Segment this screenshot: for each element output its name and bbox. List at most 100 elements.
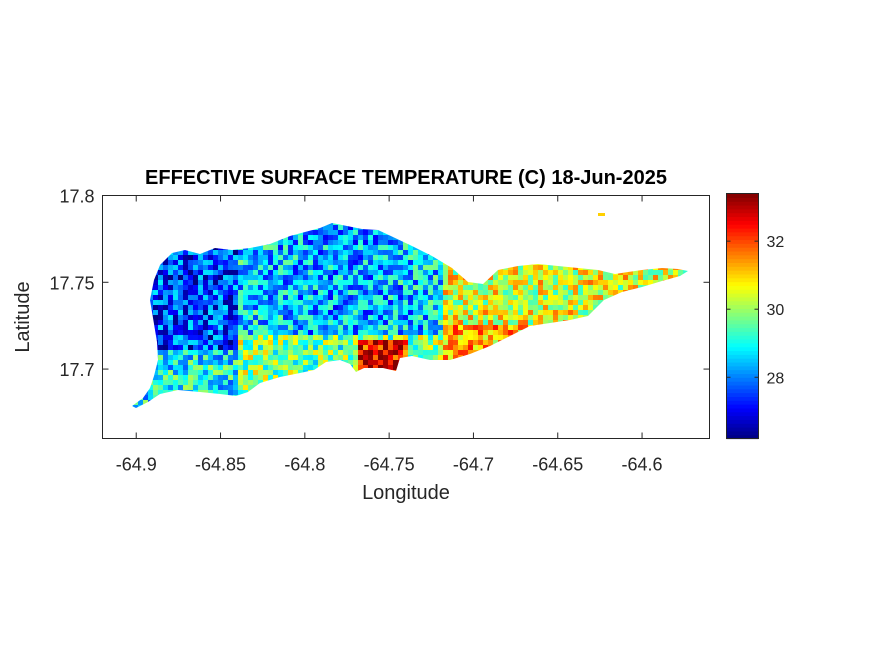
heatmap-cell — [573, 265, 578, 270]
heatmap-cell — [553, 315, 558, 320]
heatmap-cell — [688, 390, 693, 395]
heatmap-cell — [443, 280, 448, 285]
heatmap-cell — [553, 265, 558, 270]
heatmap-cell — [623, 223, 628, 225]
heatmap-cell — [498, 315, 503, 320]
heatmap-cell — [303, 355, 308, 360]
heatmap-cell — [328, 410, 333, 415]
heatmap-cell — [233, 295, 238, 300]
heatmap-cell — [428, 350, 433, 355]
heatmap-cell — [213, 255, 218, 260]
heatmap-cell — [148, 315, 153, 320]
colorbar-band — [726, 293, 759, 298]
heatmap-cell — [413, 335, 418, 340]
heatmap-cell — [278, 285, 283, 290]
heatmap-cell — [238, 275, 243, 280]
heatmap-cell — [348, 235, 353, 240]
heatmap-cell — [388, 360, 393, 365]
heatmap-cell — [408, 315, 413, 320]
heatmap-cell — [303, 375, 308, 380]
heatmap-cell — [248, 350, 253, 355]
heatmap-cell — [638, 230, 643, 235]
heatmap-cell — [363, 225, 368, 230]
heatmap-cell — [198, 295, 203, 300]
heatmap-cell — [403, 400, 408, 405]
heatmap-cell — [568, 410, 573, 415]
heatmap-cell — [573, 400, 578, 405]
heatmap-cell — [198, 305, 203, 310]
heatmap-cell — [338, 235, 343, 240]
heatmap-cell — [433, 315, 438, 320]
heatmap-cell — [588, 225, 593, 230]
heatmap-cell — [513, 330, 518, 335]
heatmap-cell — [663, 330, 668, 335]
heatmap-cell — [328, 280, 333, 285]
heatmap-cell — [163, 380, 168, 385]
heatmap-cell — [573, 235, 578, 240]
heatmap-cell — [433, 270, 438, 275]
heatmap-cell — [688, 350, 693, 355]
heatmap-cell — [618, 255, 623, 260]
heatmap-cell — [608, 285, 613, 290]
colorbar-band — [726, 235, 759, 241]
heatmap-cell — [433, 385, 438, 390]
heatmap-cell — [448, 245, 453, 250]
heatmap-cell — [388, 315, 393, 320]
heatmap-cell — [673, 335, 678, 340]
heatmap-cell — [568, 250, 573, 255]
heatmap-cell — [143, 350, 148, 355]
heatmap-cell — [538, 285, 543, 290]
heatmap-cell — [663, 390, 668, 395]
heatmap-cell — [132, 315, 133, 320]
heatmap-cell — [443, 385, 448, 390]
heatmap-cell — [308, 280, 313, 285]
heatmap-cell — [473, 365, 478, 370]
heatmap-cell — [393, 320, 398, 325]
heatmap-cell — [168, 245, 173, 250]
heatmap-cell — [363, 270, 368, 275]
heatmap-cell — [403, 280, 408, 285]
heatmap-cell — [318, 280, 323, 285]
heatmap-cell — [173, 270, 178, 275]
heatmap-cell — [368, 285, 373, 290]
heatmap-cell — [608, 325, 613, 330]
heatmap-cell — [293, 230, 298, 235]
heatmap-cell — [168, 265, 173, 270]
heatmap-cell — [328, 240, 333, 245]
heatmap-cell — [533, 335, 538, 340]
heatmap-cell — [408, 310, 413, 315]
heatmap-cell — [438, 345, 443, 350]
heatmap-cell — [583, 330, 588, 335]
heatmap-cell — [278, 255, 283, 260]
heatmap-cell — [278, 320, 283, 325]
heatmap-cell — [598, 345, 603, 350]
heatmap-cell — [263, 325, 268, 330]
heatmap-cell — [608, 270, 613, 275]
colorbar-band — [726, 270, 759, 275]
heatmap-cell — [443, 375, 448, 380]
heatmap-cell — [628, 300, 633, 305]
heatmap-cell — [173, 295, 178, 300]
heatmap-cell — [158, 265, 163, 270]
heatmap-cell — [178, 260, 183, 265]
heatmap-cell — [483, 240, 488, 245]
heatmap-cell — [458, 385, 463, 390]
heatmap-cell — [483, 223, 488, 225]
heatmap-cell — [298, 265, 303, 270]
heatmap-cell — [548, 310, 553, 315]
heatmap-cell — [648, 290, 653, 295]
colorbar-band — [726, 415, 759, 420]
heatmap-cell — [158, 370, 163, 375]
heatmap-cell — [463, 240, 468, 245]
heatmap-cell — [468, 260, 473, 265]
heatmap-cell — [403, 380, 408, 385]
heatmap-cell — [283, 370, 288, 375]
heatmap-cell — [223, 305, 228, 310]
heatmap-cell — [258, 370, 263, 375]
heatmap-cell — [568, 370, 573, 375]
heatmap-cell — [483, 330, 488, 335]
heatmap-cell — [358, 255, 363, 260]
heatmap-cell — [168, 385, 173, 390]
heatmap-cell — [543, 250, 548, 255]
heatmap-cell — [568, 345, 573, 350]
